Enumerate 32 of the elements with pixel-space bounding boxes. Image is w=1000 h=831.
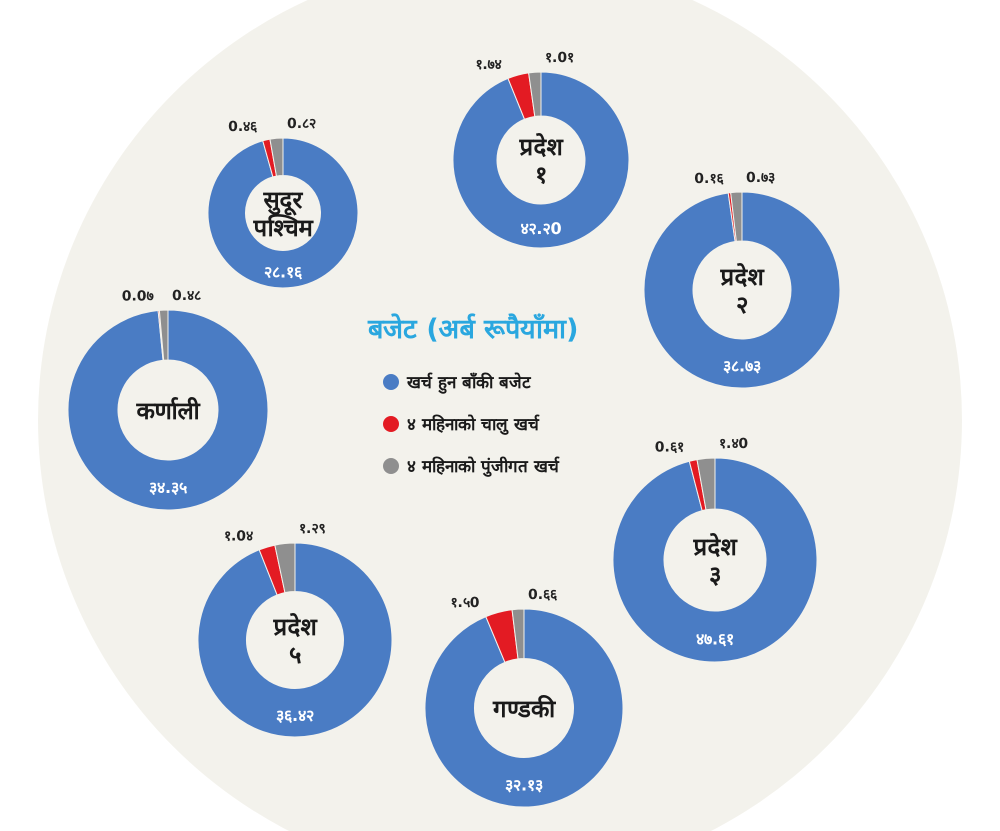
data-label: २८.१६	[264, 262, 304, 282]
data-label: 0.४६	[228, 119, 258, 136]
data-label: ४२.२0	[520, 219, 562, 238]
data-label: १.७४	[475, 56, 502, 73]
legend-label: खर्च हुन बाँकी बजेट	[406, 372, 532, 394]
legend-label: ४ महिनाको चालु खर्च	[407, 414, 540, 435]
text: कर्णाली	[136, 397, 200, 425]
data-label: 0.६१	[654, 439, 684, 456]
data-label: १.0४	[224, 528, 254, 544]
legend-title: बजेट (अर्ब रूपैयाँमा)	[367, 313, 578, 345]
text: सुदूर पश्चिम	[252, 186, 314, 242]
data-label: ३६.४२	[276, 706, 314, 725]
data-label: १.२९	[299, 521, 326, 537]
text: प्रदेश ३	[692, 533, 738, 589]
data-label: ४७.६१	[696, 630, 734, 648]
data-label: १.५0	[450, 595, 480, 612]
text: प्रदेश २	[720, 263, 766, 319]
data-label: 0.७३	[746, 170, 776, 186]
text: प्रदेश १	[518, 133, 564, 189]
text: गण्डकी	[492, 695, 556, 723]
data-label: ३८.७३	[722, 356, 762, 376]
data-label: ३२.१३	[504, 775, 544, 794]
data-label: १.४0	[719, 436, 748, 452]
data-label: ३४.३५	[148, 478, 188, 497]
text: प्रदेश ५	[272, 613, 318, 669]
data-label: 0.४८	[172, 288, 202, 304]
data-label: 0.0७	[122, 288, 154, 305]
data-label: 0.१६	[694, 171, 724, 188]
data-label: १.0१	[545, 50, 574, 66]
data-label: 0.६६	[528, 587, 558, 603]
legend-label: ४ महिनाको पुंजीगत खर्च	[407, 456, 560, 477]
data-label: 0.८२	[287, 116, 316, 132]
